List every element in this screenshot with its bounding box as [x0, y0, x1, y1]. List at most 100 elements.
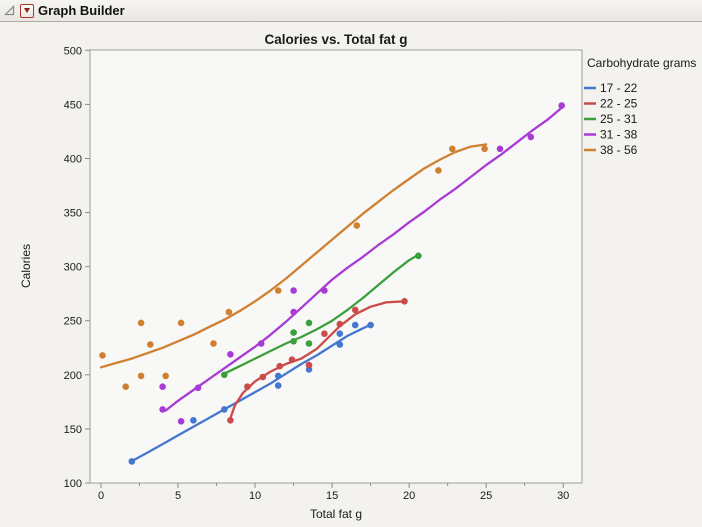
disclosure-triangle-icon[interactable]	[3, 4, 16, 17]
legend-item[interactable]: 31 - 38	[584, 128, 638, 142]
data-point[interactable]	[401, 298, 408, 305]
data-point[interactable]	[159, 406, 166, 413]
legend-label: 38 - 56	[600, 143, 638, 157]
data-point[interactable]	[527, 133, 535, 141]
fit-curve[interactable]	[99, 143, 488, 369]
data-point[interactable]	[321, 287, 328, 294]
data-point[interactable]	[221, 406, 228, 413]
graph-builder-header: Graph Builder	[0, 0, 702, 22]
y-axis-tick-label: 150	[64, 424, 82, 436]
data-point[interactable]	[305, 361, 313, 369]
data-point[interactable]	[415, 252, 422, 260]
y-axis-tick-label: 250	[64, 316, 82, 328]
chart-title: Calories vs. Total fat g	[264, 32, 407, 47]
fit-curve[interactable]	[223, 253, 420, 375]
legend-label: 25 - 31	[600, 112, 638, 126]
data-point[interactable]	[221, 371, 228, 379]
panel-title: Graph Builder	[38, 3, 125, 18]
data-point[interactable]	[177, 418, 185, 425]
data-point[interactable]	[290, 338, 297, 345]
data-point[interactable]	[194, 384, 202, 392]
data-point[interactable]	[227, 417, 234, 424]
data-point[interactable]	[137, 319, 145, 327]
data-point[interactable]	[290, 308, 297, 316]
data-point[interactable]	[99, 352, 106, 359]
x-axis-label: Total fat g	[310, 507, 362, 521]
x-axis-tick-label: 25	[480, 490, 492, 502]
data-point[interactable]	[190, 417, 197, 424]
series-38-56	[99, 143, 488, 391]
x-axis-tick-label: 5	[175, 490, 181, 502]
y-axis-tick-label: 450	[64, 99, 82, 111]
data-point[interactable]	[321, 330, 328, 338]
legend-item[interactable]: 25 - 31	[584, 112, 638, 126]
x-axis-tick-label: 10	[249, 490, 261, 502]
data-point[interactable]	[162, 372, 169, 380]
legend-label: 17 - 22	[600, 81, 638, 95]
chart-canvas: Calories vs. Total fat g 0 5 10 15 20 25 30 100 1…	[0, 22, 702, 527]
legend-item[interactable]: 17 - 22	[584, 81, 638, 95]
data-point[interactable]	[274, 372, 282, 380]
data-point[interactable]	[210, 340, 217, 347]
y-axis-tick-label: 350	[64, 208, 82, 220]
red-triangle-icon	[24, 8, 30, 13]
data-point[interactable]	[257, 340, 265, 347]
data-point[interactable]	[128, 458, 136, 465]
series-22-25	[227, 298, 408, 424]
data-point[interactable]	[122, 383, 129, 391]
data-point[interactable]	[288, 356, 296, 364]
data-point[interactable]	[558, 102, 565, 109]
data-point[interactable]	[137, 372, 145, 380]
data-point[interactable]	[276, 362, 284, 370]
data-point[interactable]	[449, 145, 456, 153]
data-point[interactable]	[177, 319, 185, 327]
legend-label: 31 - 38	[600, 128, 638, 142]
data-point[interactable]	[290, 329, 297, 336]
data-point[interactable]	[147, 341, 154, 348]
x-axis-tick-label: 15	[326, 490, 338, 502]
data-point[interactable]	[159, 383, 166, 391]
fit-curve[interactable]	[164, 106, 563, 412]
y-axis-label: Calories	[19, 244, 33, 288]
data-point[interactable]	[336, 341, 344, 348]
red-triangle-menu-button[interactable]	[20, 3, 34, 18]
x-axis-tick-label: 30	[557, 490, 569, 502]
legend-item[interactable]: 22 - 25	[584, 97, 638, 111]
data-point[interactable]	[496, 145, 504, 153]
data-point[interactable]	[259, 373, 267, 381]
data-point[interactable]	[290, 287, 297, 294]
data-point[interactable]	[336, 320, 344, 328]
plot-frame[interactable]	[89, 49, 583, 484]
data-point[interactable]	[274, 382, 282, 389]
fit-curve[interactable]	[132, 322, 374, 462]
fit-curve[interactable]	[229, 300, 406, 420]
chart-area: Calories vs. Total fat g 0 5 10 15 20 25 30 100 1…	[0, 22, 702, 527]
data-point[interactable]	[305, 319, 313, 327]
legend-label: 22 - 25	[600, 97, 638, 111]
data-point[interactable]	[274, 287, 282, 294]
legend-title: Carbohydrate grams	[587, 56, 696, 70]
y-axis-tick-label: 500	[64, 45, 82, 57]
data-point[interactable]	[227, 351, 234, 358]
y-axis-tick-label: 200	[64, 370, 82, 382]
data-point[interactable]	[225, 308, 233, 316]
y-axis-tick-label: 400	[64, 153, 82, 165]
y-axis-tick-label: 300	[64, 262, 82, 274]
series-31-38	[159, 102, 565, 425]
data-point[interactable]	[353, 222, 361, 229]
data-point[interactable]	[435, 167, 442, 174]
x-axis-tick-label: 20	[403, 490, 415, 502]
data-point[interactable]	[367, 321, 374, 329]
data-point[interactable]	[305, 340, 313, 347]
y-axis-tick-label: 100	[64, 478, 82, 490]
series-25-31	[221, 252, 422, 379]
data-point[interactable]	[336, 330, 344, 338]
legend-item[interactable]: 38 - 56	[584, 143, 638, 157]
series-17-22	[128, 321, 374, 465]
x-axis-tick-label: 0	[98, 490, 104, 502]
data-point[interactable]	[481, 145, 488, 153]
data-point[interactable]	[351, 306, 359, 314]
data-point[interactable]	[244, 383, 251, 391]
data-point[interactable]	[351, 321, 359, 329]
